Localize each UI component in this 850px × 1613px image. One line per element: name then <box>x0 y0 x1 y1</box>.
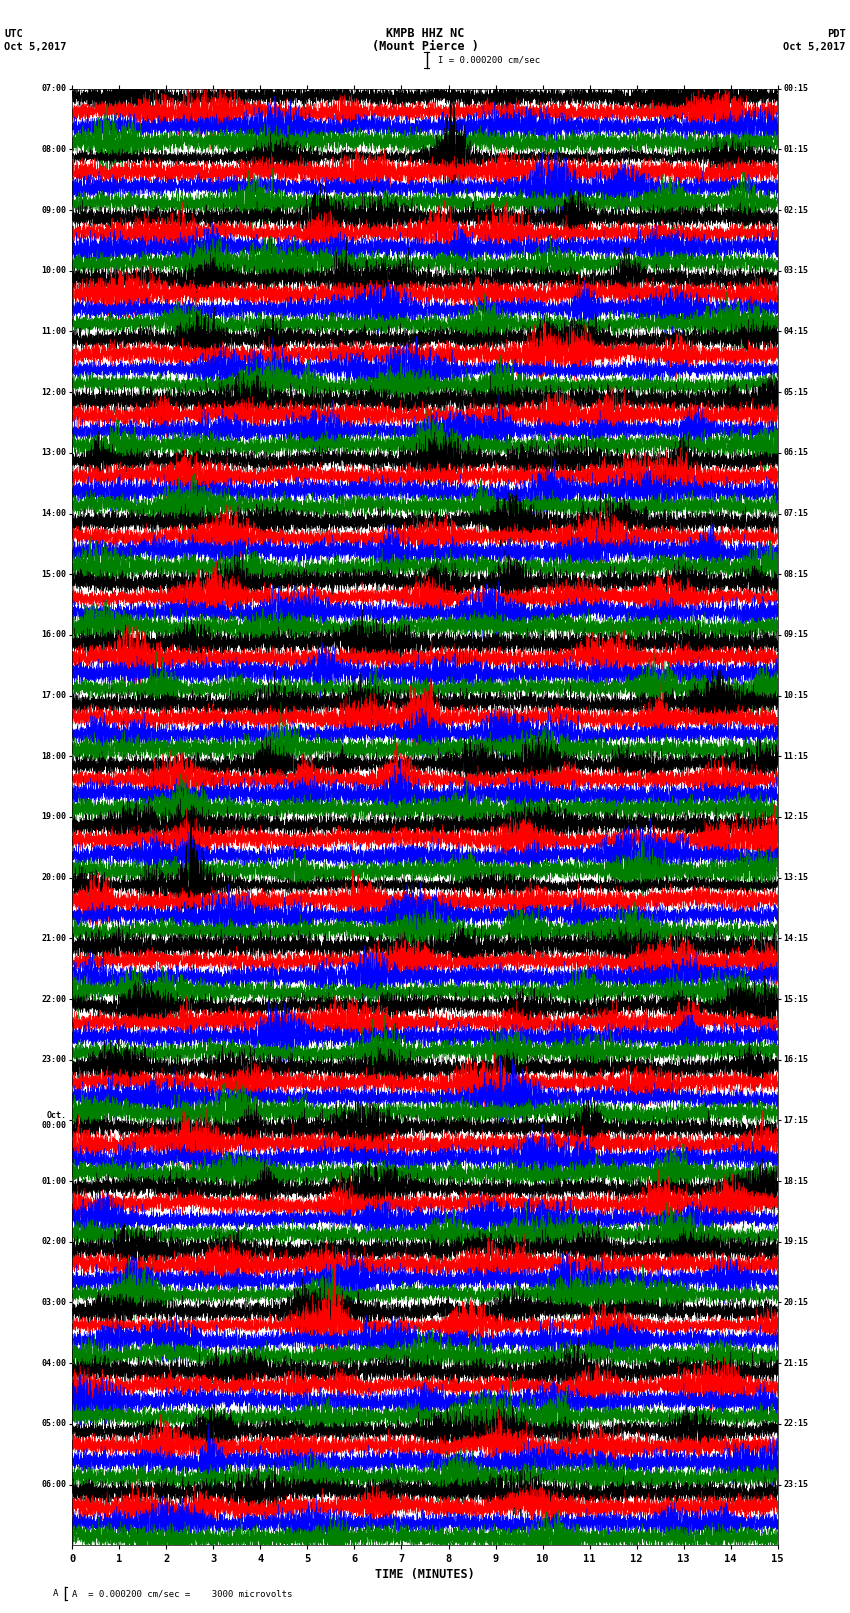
Text: I = 0.000200 cm/sec: I = 0.000200 cm/sec <box>438 55 540 65</box>
Text: PDT: PDT <box>827 29 846 39</box>
Text: (Mount Pierce ): (Mount Pierce ) <box>371 40 479 53</box>
Text: KMPB HHZ NC: KMPB HHZ NC <box>386 27 464 40</box>
X-axis label: TIME (MINUTES): TIME (MINUTES) <box>375 1568 475 1581</box>
Text: A: A <box>53 1589 58 1598</box>
Text: UTC: UTC <box>4 29 23 39</box>
Text: Oct 5,2017: Oct 5,2017 <box>4 42 67 52</box>
Text: Oct 5,2017: Oct 5,2017 <box>783 42 846 52</box>
Text: A  = 0.000200 cm/sec =    3000 microvolts: A = 0.000200 cm/sec = 3000 microvolts <box>72 1589 292 1598</box>
